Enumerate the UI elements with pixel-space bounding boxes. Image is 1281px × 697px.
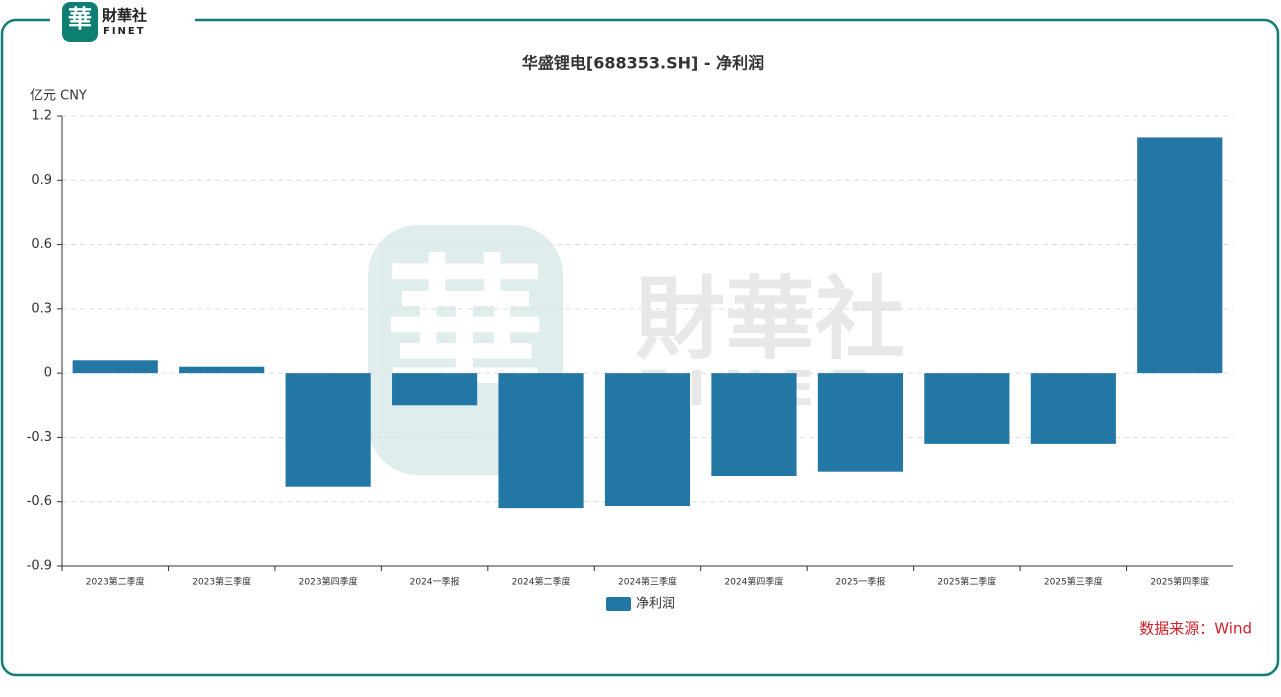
logo-mark: 華 (68, 5, 92, 33)
y-tick-label: -0.6 (27, 494, 52, 509)
frame (0, 18, 1280, 677)
x-tick-label: 2025第四季度 (1150, 576, 1209, 588)
x-tick-label: 2025一季报 (835, 576, 885, 588)
bar (179, 366, 265, 374)
x-tick-label: 2024第四季度 (725, 576, 784, 588)
logo-badge (62, 2, 98, 42)
x-tick-label: 2025第三季度 (1044, 576, 1103, 588)
bar (1137, 137, 1223, 374)
y-unit: 亿元 CNY (30, 89, 87, 104)
bar (1030, 373, 1116, 444)
bar (711, 373, 797, 476)
y-tick-label: -0.3 (27, 430, 52, 445)
x-tick-label: 2024一季报 (410, 576, 460, 588)
y-tick-label: -0.9 (27, 559, 52, 574)
y-tick-label: 1.2 (31, 109, 52, 124)
logo-sub: FINET (103, 26, 146, 37)
y-tick-label: 0.6 (31, 237, 52, 252)
x-tick-label: 2024第三季度 (618, 576, 677, 588)
x-tick-label: 2023第三季度 (192, 576, 251, 588)
legend-label: 净利润 (636, 597, 675, 612)
bar (817, 373, 903, 472)
bar (392, 373, 478, 406)
bar (498, 373, 584, 509)
bar (924, 373, 1010, 444)
x-tick-label: 2023第二季度 (86, 576, 145, 588)
x-tick-label: 2023第四季度 (299, 576, 358, 588)
y-tick-label: 0.3 (31, 301, 52, 316)
x-tick-label: 2025第二季度 (937, 576, 996, 588)
logo-name: 財華社 (101, 7, 147, 25)
chart-title: 华盛锂电[688353.SH] - 净利润 (522, 54, 764, 73)
y-tick-label: 0.9 (31, 173, 52, 188)
y-tick-label: 0 (44, 366, 52, 381)
legend-swatch (606, 597, 631, 611)
source: 数据来源：Wind (1139, 620, 1252, 638)
x-tick-label: 2024第二季度 (512, 576, 571, 588)
watermark: 華 財華社 FINET (368, 225, 905, 475)
watermark-name: 財華社 (635, 267, 905, 372)
bar (285, 373, 371, 487)
bar (72, 360, 158, 374)
bar (604, 373, 691, 506)
